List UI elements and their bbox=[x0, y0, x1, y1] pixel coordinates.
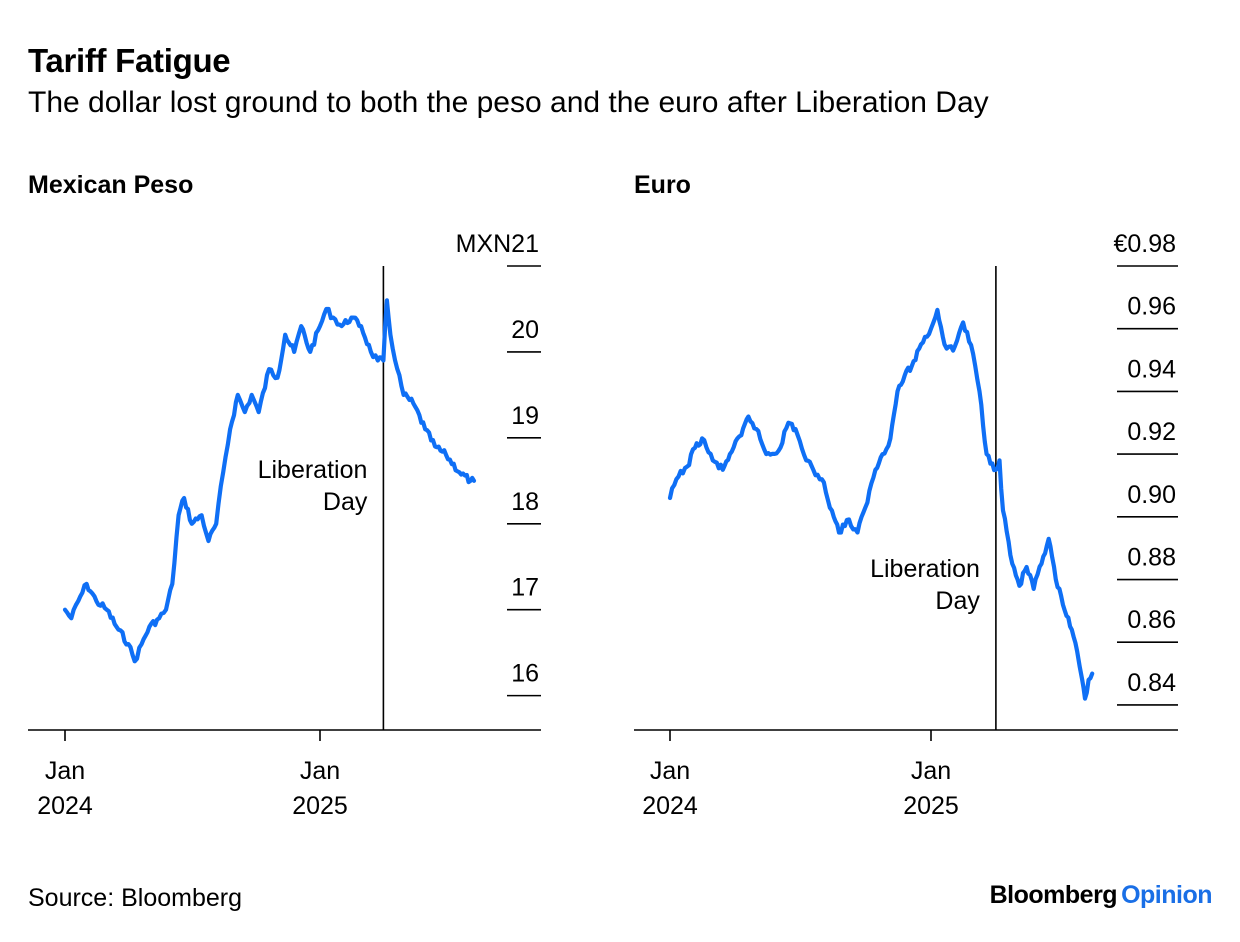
y-tick-label: 0.84 bbox=[1127, 669, 1176, 697]
y-tick-label: 0.94 bbox=[1127, 355, 1176, 383]
y-tick-label: €0.98 bbox=[1113, 230, 1176, 258]
y-tick-label: 0.86 bbox=[1127, 606, 1176, 634]
x-tick-label: Jan bbox=[45, 757, 85, 785]
annotation-label: Liberation bbox=[258, 456, 368, 484]
series-line-2-1 bbox=[667, 307, 1095, 701]
annotation-label: Liberation bbox=[870, 555, 980, 583]
x-tick-label: 2025 bbox=[903, 792, 959, 820]
y-tick-label: 20 bbox=[511, 316, 539, 344]
y-tick-label: 18 bbox=[511, 488, 539, 516]
x-tick-label: Jan bbox=[650, 757, 690, 785]
page-subtitle: The dollar lost ground to both the peso … bbox=[28, 86, 989, 119]
y-tick-label: 17 bbox=[511, 574, 539, 602]
annotation-label: Day bbox=[323, 488, 368, 516]
source-note: Source: Bloomberg bbox=[28, 884, 243, 912]
brand-name: Bloomberg bbox=[989, 881, 1118, 909]
x-tick-label: Jan bbox=[911, 757, 951, 785]
x-tick-label: 2025 bbox=[292, 792, 348, 820]
brand-logo: Bloomberg Opinion bbox=[989, 881, 1213, 910]
annotation-label: Day bbox=[935, 587, 980, 615]
chart-title-2: Euro bbox=[634, 171, 691, 199]
y-tick-label: 0.92 bbox=[1127, 418, 1176, 446]
y-tick-label: 19 bbox=[511, 402, 539, 430]
series-line-1-1 bbox=[62, 298, 477, 664]
x-tick-label: 2024 bbox=[37, 792, 93, 820]
chart-title-1: Mexican Peso bbox=[28, 171, 193, 199]
y-tick-label: 0.88 bbox=[1127, 544, 1176, 572]
page-title: Tariff Fatigue bbox=[28, 42, 231, 79]
y-tick-label: 16 bbox=[511, 660, 539, 688]
x-tick-label: Jan bbox=[300, 757, 340, 785]
y-tick-label: 0.90 bbox=[1127, 481, 1176, 509]
y-tick-label: MXN21 bbox=[456, 230, 539, 258]
x-tick-label: 2024 bbox=[642, 792, 698, 820]
brand-suffix: Opinion bbox=[1121, 881, 1212, 909]
y-tick-label: 0.96 bbox=[1127, 293, 1176, 321]
